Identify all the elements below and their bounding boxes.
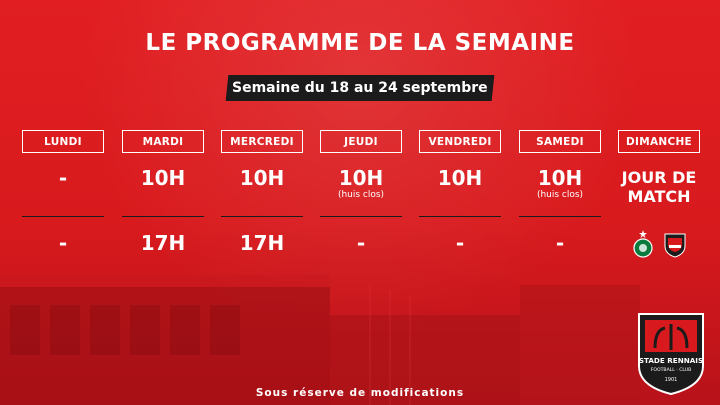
divider <box>22 216 104 217</box>
day-header: MARDI <box>122 130 204 153</box>
svg-text:STADE RENNAIS: STADE RENNAIS <box>639 356 703 365</box>
afternoon-session: - <box>455 231 465 255</box>
day-column-lundi: LUNDI - - <box>22 130 104 254</box>
morning-session: 10H <box>239 166 285 190</box>
session-note: (huis clos) <box>536 190 584 200</box>
morning-session: - <box>58 166 68 190</box>
day-column-mardi: MARDI 10H 17H <box>122 130 204 254</box>
svg-text:1901: 1901 <box>665 377 678 383</box>
morning-session: 10H (huis clos) <box>519 167 601 201</box>
disclaimer: Sous réserve de modifications <box>255 387 465 399</box>
saint-etienne-crest-icon <box>633 230 653 258</box>
week-banner: Semaine du 18 au 24 septembre <box>225 75 495 101</box>
afternoon-session: - <box>555 231 565 255</box>
day-column-vendredi: VENDREDI 10H - <box>419 130 501 254</box>
training-center-photo <box>0 275 640 405</box>
afternoon-session: 17H <box>239 231 285 255</box>
day-header: SAMEDI <box>519 130 601 153</box>
morning-session: 10H (huis clos) <box>320 167 402 201</box>
svg-text:FOOTBALL · CLUB: FOOTBALL · CLUB <box>651 367 692 373</box>
day-header: VENDREDI <box>419 130 501 153</box>
morning-session: 10H <box>437 166 483 190</box>
divider <box>122 216 204 217</box>
session-note: (huis clos) <box>337 190 385 200</box>
divider <box>221 216 303 217</box>
afternoon-session: - <box>58 231 68 255</box>
day-header: LUNDI <box>22 130 104 153</box>
day-column-samedi: SAMEDI 10H (huis clos) - <box>519 130 601 254</box>
match-day-label: JOUR DE MATCH <box>621 168 697 206</box>
divider <box>320 216 402 217</box>
divider <box>419 216 501 217</box>
day-header: DIMANCHE <box>618 130 700 153</box>
week-label: Semaine du 18 au 24 septembre <box>232 80 488 96</box>
day-header: MERCREDI <box>221 130 303 153</box>
day-header: JEUDI <box>320 130 402 153</box>
page-title: LE PROGRAMME DE LA SEMAINE <box>145 30 575 56</box>
day-column-jeudi: JEUDI 10H (huis clos) - <box>320 130 402 254</box>
day-column-dimanche: DIMANCHE JOUR DE MATCH <box>618 130 700 258</box>
afternoon-session: 17H <box>140 231 186 255</box>
afternoon-session: - <box>356 231 366 255</box>
match-logos <box>618 230 700 258</box>
stade-rennais-small-crest-icon <box>664 233 686 258</box>
stade-rennais-crest-icon: STADE RENNAIS FOOTBALL · CLUB 1901 <box>638 313 704 396</box>
divider <box>519 216 601 217</box>
day-column-mercredi: MERCREDI 10H 17H <box>221 130 303 254</box>
morning-session: 10H <box>140 166 186 190</box>
